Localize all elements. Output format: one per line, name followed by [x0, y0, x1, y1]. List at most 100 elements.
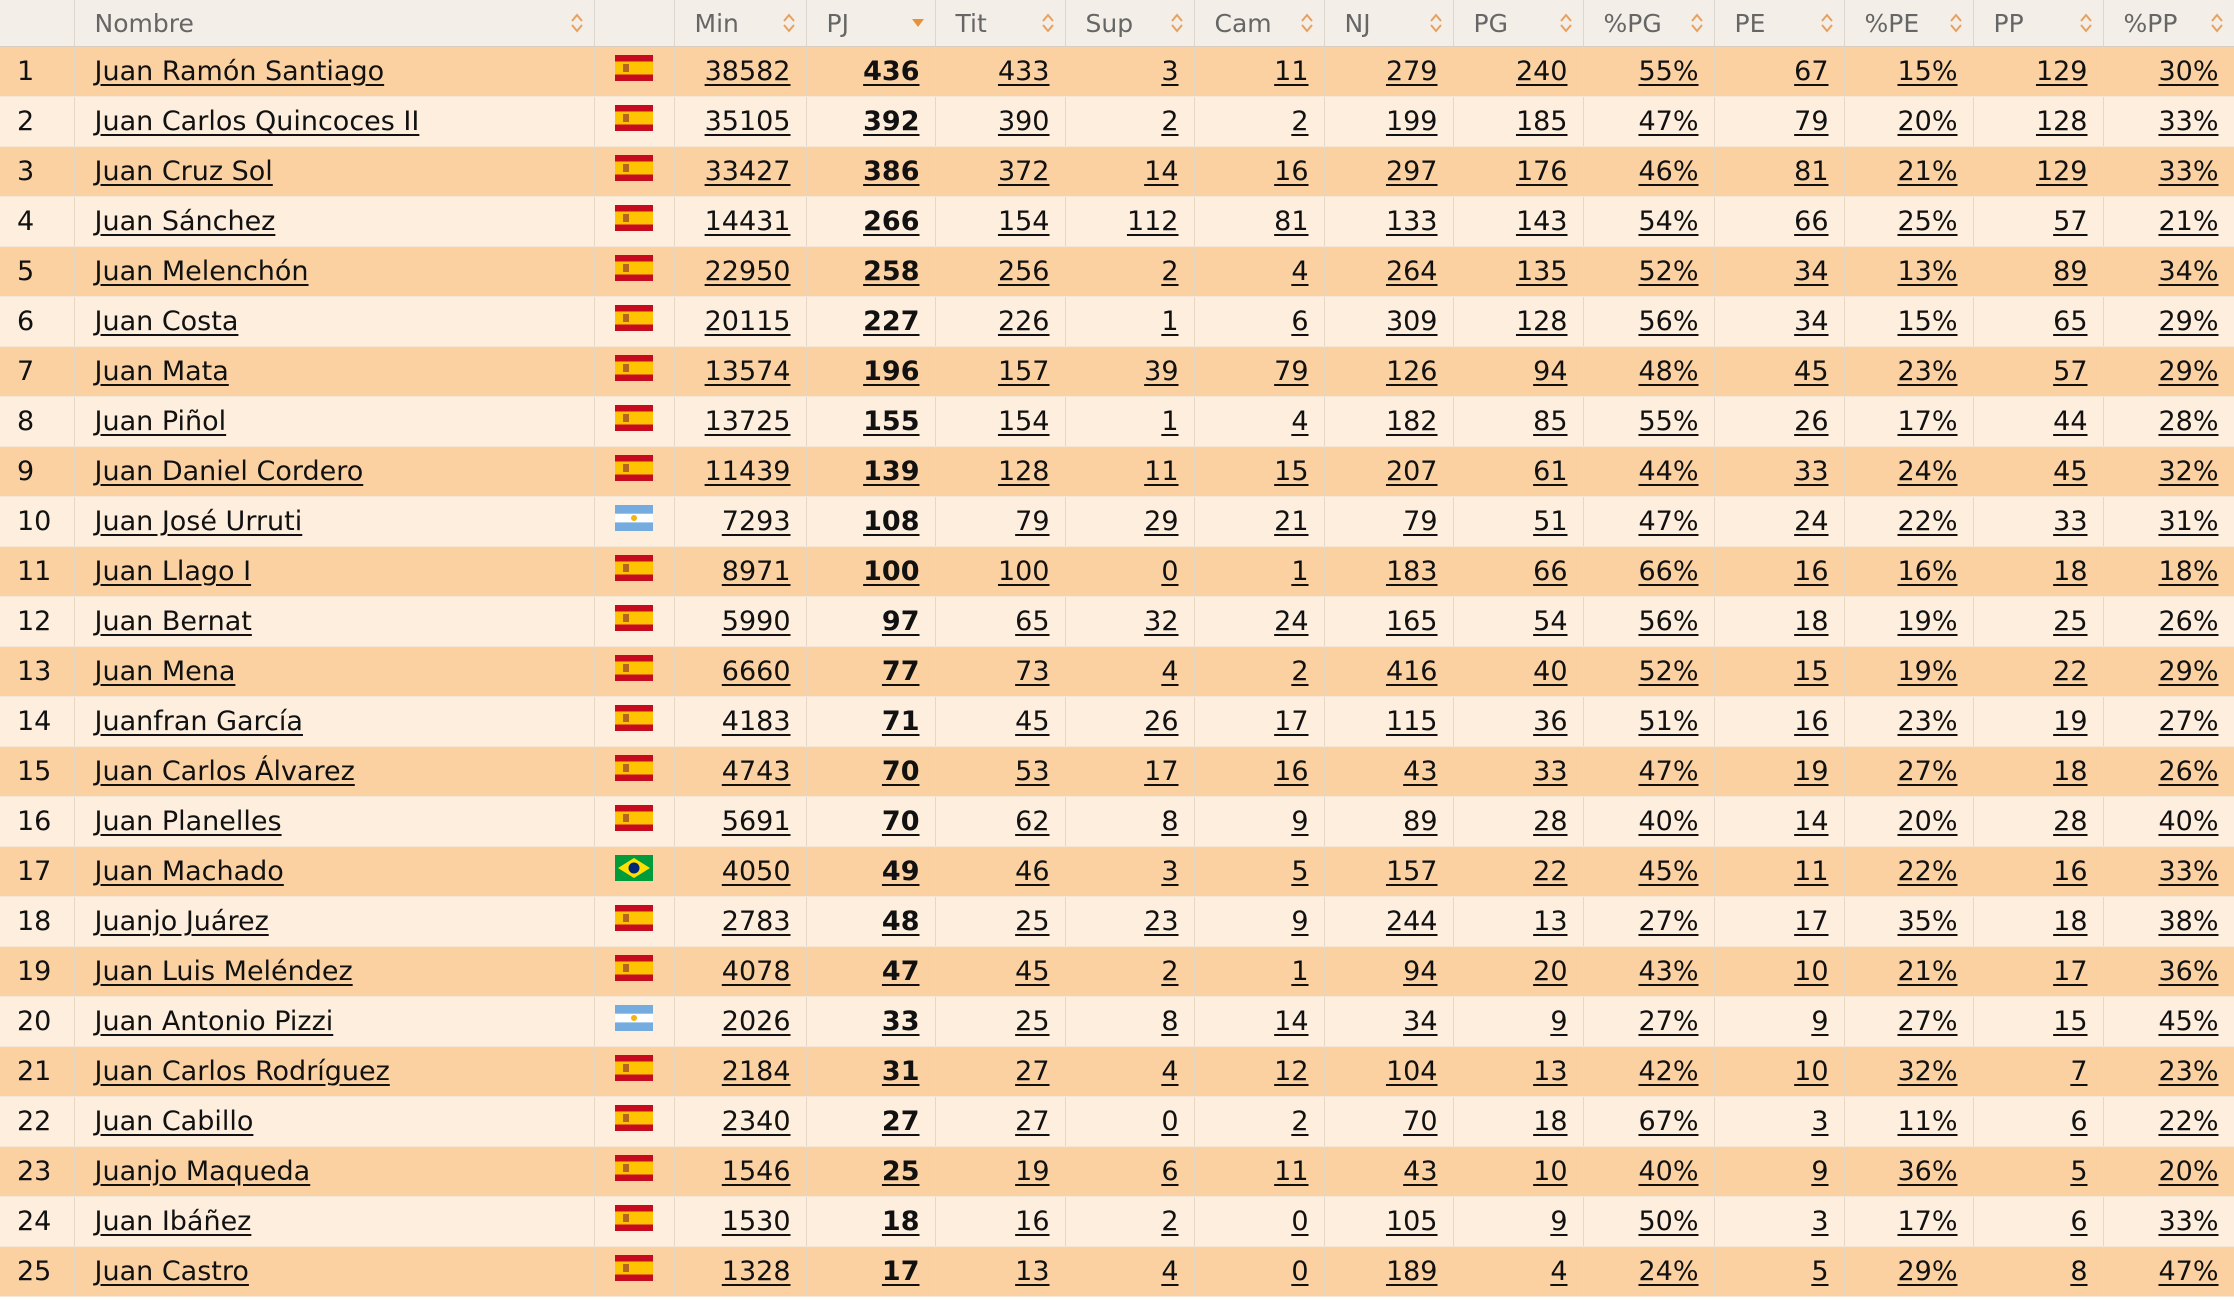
stat-link[interactable]: 2 — [1291, 106, 1309, 137]
stat-link[interactable]: 40% — [1638, 1156, 1699, 1187]
stat-link[interactable]: 32% — [2158, 456, 2219, 487]
stat-link[interactable]: 2 — [1161, 106, 1179, 137]
stat-link[interactable]: 16 — [1274, 156, 1309, 187]
stat-link[interactable]: 79 — [1274, 356, 1309, 387]
stat-link[interactable]: 23% — [1897, 356, 1958, 387]
stat-link[interactable]: 51 — [1533, 506, 1568, 537]
stat-link[interactable]: 17 — [1144, 756, 1179, 787]
stat-link[interactable]: 79 — [1403, 506, 1438, 537]
stat-link[interactable]: 22 — [1533, 856, 1568, 887]
player-link[interactable]: Juanjo Maqueda — [94, 1156, 311, 1187]
column-header[interactable]: PG — [1453, 0, 1584, 47]
stat-link[interactable]: 27 — [1015, 1056, 1050, 1087]
stat-link[interactable]: 14431 — [704, 206, 791, 237]
player-link[interactable]: Juan Castro — [94, 1256, 249, 1287]
stat-link[interactable]: 45 — [2053, 456, 2088, 487]
stat-link[interactable]: 27% — [1897, 756, 1958, 787]
stat-link[interactable]: 81 — [1274, 206, 1309, 237]
stat-link[interactable]: 13725 — [704, 406, 791, 437]
column-header[interactable]: %PG — [1583, 0, 1715, 47]
stat-link[interactable]: 33% — [2158, 156, 2219, 187]
stat-link[interactable]: 25 — [881, 1156, 920, 1187]
stat-link[interactable]: 392 — [863, 106, 920, 137]
stat-link[interactable]: 26% — [2158, 756, 2219, 787]
stat-link[interactable]: 2783 — [721, 906, 791, 937]
stat-link[interactable]: 8 — [1161, 806, 1179, 837]
stat-link[interactable]: 32% — [1897, 1056, 1958, 1087]
stat-link[interactable]: 34 — [1794, 256, 1829, 287]
stat-link[interactable]: 207 — [1385, 456, 1438, 487]
stat-link[interactable]: 4 — [1161, 656, 1179, 687]
stat-link[interactable]: 6 — [2070, 1106, 2088, 1137]
stat-link[interactable]: 2 — [1291, 1106, 1309, 1137]
stat-link[interactable]: 16 — [1274, 756, 1309, 787]
stat-link[interactable]: 4183 — [721, 706, 791, 737]
stat-link[interactable]: 36% — [2158, 956, 2219, 987]
stat-link[interactable]: 25 — [1015, 1006, 1050, 1037]
stat-link[interactable]: 5 — [1811, 1256, 1829, 1287]
stat-link[interactable]: 21% — [2158, 206, 2219, 237]
stat-link[interactable]: 17% — [1897, 406, 1958, 437]
stat-link[interactable]: 27 — [1015, 1106, 1050, 1137]
stat-link[interactable]: 18% — [2158, 556, 2219, 587]
stat-link[interactable]: 155 — [863, 406, 920, 437]
stat-link[interactable]: 79 — [1015, 506, 1050, 537]
stat-link[interactable]: 71 — [881, 706, 920, 737]
stat-link[interactable]: 309 — [1385, 306, 1438, 337]
stat-link[interactable]: 157 — [997, 356, 1050, 387]
stat-link[interactable]: 17 — [2053, 956, 2088, 987]
player-link[interactable]: Juan Ramón Santiago — [94, 56, 385, 87]
stat-link[interactable]: 9 — [1291, 806, 1309, 837]
stat-link[interactable]: 154 — [997, 206, 1050, 237]
stat-link[interactable]: 17 — [1794, 906, 1829, 937]
stat-link[interactable]: 46 — [1015, 856, 1050, 887]
stat-link[interactable]: 38% — [2158, 906, 2219, 937]
stat-link[interactable]: 50% — [1638, 1206, 1699, 1237]
stat-link[interactable]: 8 — [1161, 1006, 1179, 1037]
stat-link[interactable]: 61 — [1533, 456, 1568, 487]
stat-link[interactable]: 386 — [863, 156, 920, 187]
stat-link[interactable]: 1 — [1161, 406, 1179, 437]
stat-link[interactable]: 45% — [1638, 856, 1699, 887]
stat-link[interactable]: 390 — [997, 106, 1050, 137]
stat-link[interactable]: 13 — [1533, 906, 1568, 937]
stat-link[interactable]: 4050 — [721, 856, 791, 887]
stat-link[interactable]: 44 — [2053, 406, 2088, 437]
stat-link[interactable]: 2 — [1161, 256, 1179, 287]
stat-link[interactable]: 52% — [1638, 256, 1699, 287]
stat-link[interactable]: 24% — [1638, 1256, 1699, 1287]
player-link[interactable]: Juan Luis Meléndez — [94, 956, 353, 987]
stat-link[interactable]: 100 — [863, 556, 920, 587]
stat-link[interactable]: 94 — [1403, 956, 1438, 987]
stat-link[interactable]: 35105 — [704, 106, 791, 137]
stat-link[interactable]: 79 — [1794, 106, 1829, 137]
stat-link[interactable]: 73 — [1015, 656, 1050, 687]
stat-link[interactable]: 36% — [1897, 1156, 1958, 1187]
stat-link[interactable]: 56% — [1638, 606, 1699, 637]
stat-link[interactable]: 18 — [2053, 756, 2088, 787]
stat-link[interactable]: 6 — [1161, 1156, 1179, 1187]
stat-link[interactable]: 22 — [2053, 656, 2088, 687]
stat-link[interactable]: 18 — [2053, 556, 2088, 587]
stat-link[interactable]: 139 — [863, 456, 920, 487]
stat-link[interactable]: 264 — [1385, 256, 1438, 287]
stat-link[interactable]: 33427 — [704, 156, 791, 187]
stat-link[interactable]: 185 — [1515, 106, 1568, 137]
player-link[interactable]: Juan Melenchón — [94, 256, 309, 287]
stat-link[interactable]: 3 — [1161, 56, 1179, 87]
stat-link[interactable]: 1530 — [721, 1206, 791, 1237]
stat-link[interactable]: 17 — [881, 1256, 920, 1287]
stat-link[interactable]: 297 — [1385, 156, 1438, 187]
stat-link[interactable]: 26 — [1794, 406, 1829, 437]
stat-link[interactable]: 20115 — [704, 306, 791, 337]
stat-link[interactable]: 2 — [1161, 956, 1179, 987]
stat-link[interactable]: 9 — [1550, 1206, 1568, 1237]
stat-link[interactable]: 8 — [2070, 1256, 2088, 1287]
stat-link[interactable]: 54 — [1533, 606, 1568, 637]
stat-link[interactable]: 22% — [2158, 1106, 2219, 1137]
stat-link[interactable]: 21% — [1897, 956, 1958, 987]
stat-link[interactable]: 24 — [1274, 606, 1309, 637]
stat-link[interactable]: 20 — [1533, 956, 1568, 987]
stat-link[interactable]: 13 — [1533, 1056, 1568, 1087]
stat-link[interactable]: 372 — [997, 156, 1050, 187]
